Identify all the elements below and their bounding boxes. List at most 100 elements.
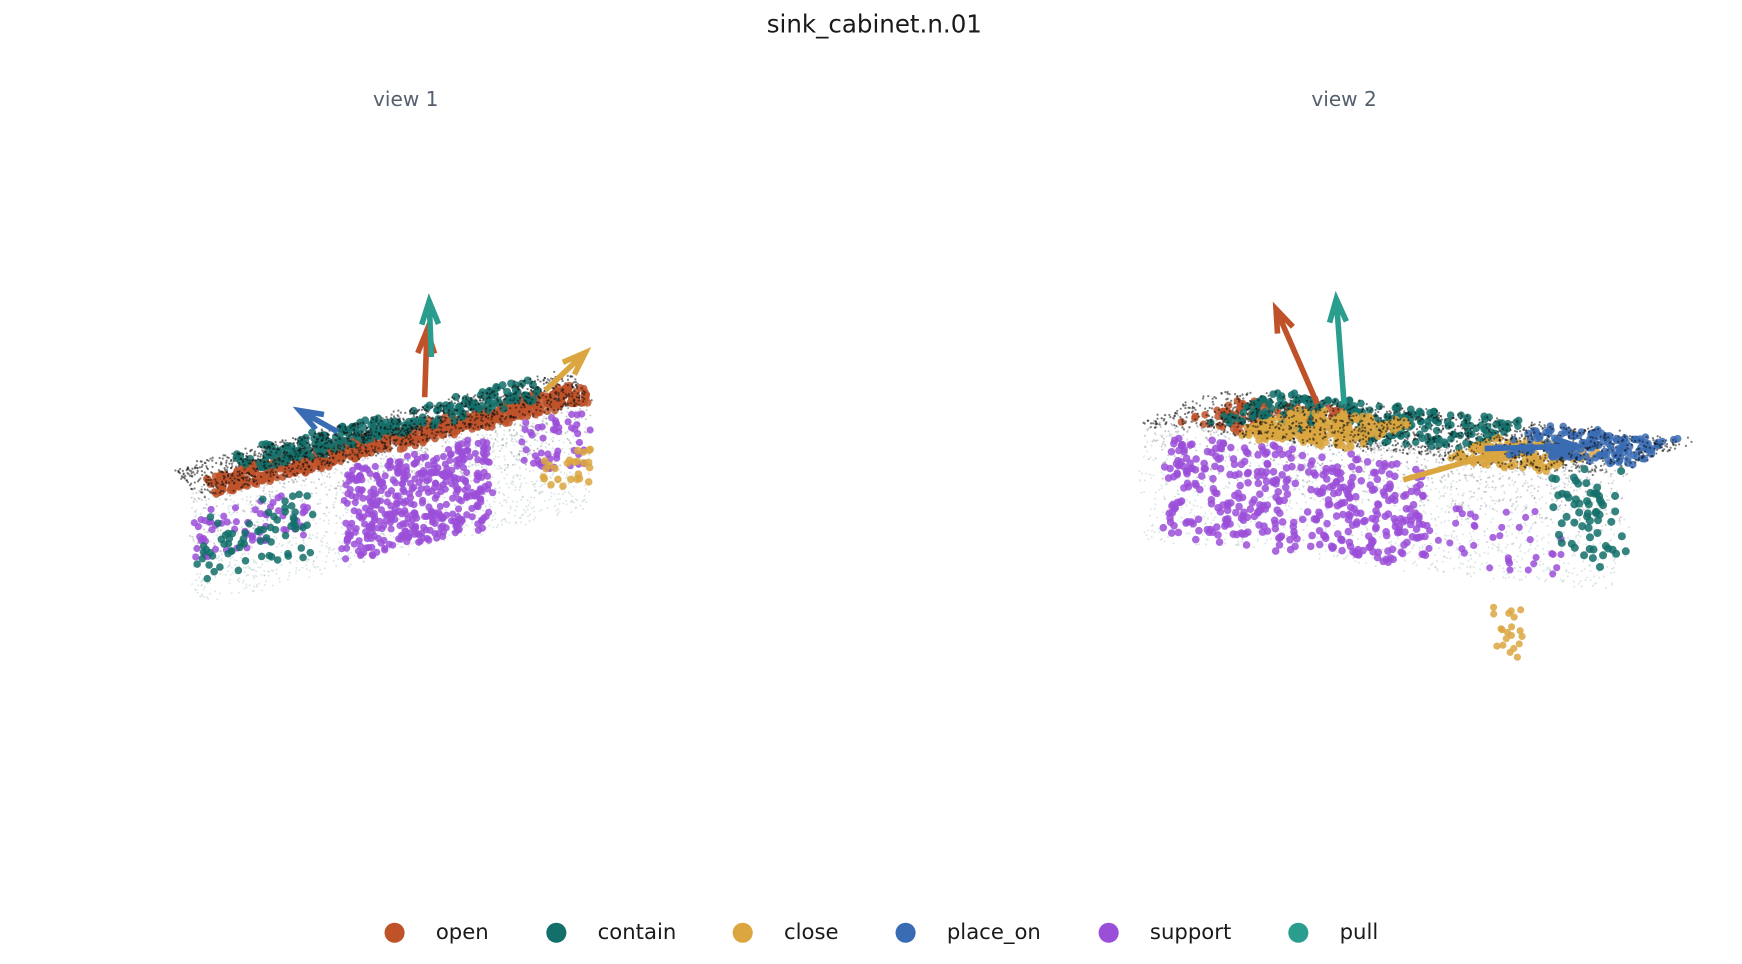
body-point (262, 519, 265, 522)
body-point (317, 478, 320, 481)
body-point (269, 497, 272, 500)
surface-point (399, 430, 402, 433)
body-point (316, 536, 319, 539)
surface-point (303, 447, 306, 450)
body-point (558, 498, 561, 501)
surface-point (430, 422, 433, 425)
affordance-point (306, 548, 315, 557)
body-point (295, 480, 298, 483)
surface-point (566, 384, 569, 387)
body-point (527, 425, 530, 428)
affordance-point (380, 522, 388, 530)
body-point (493, 458, 496, 461)
body-point (267, 500, 270, 503)
body-point (476, 433, 479, 436)
body-point (319, 568, 322, 571)
body-point (385, 455, 388, 458)
body-point (218, 559, 221, 562)
body-point (411, 469, 414, 472)
body-point (321, 537, 324, 540)
surface-point (573, 389, 576, 393)
surface-point (269, 474, 272, 478)
surface-point (344, 431, 348, 434)
body-point (493, 464, 496, 467)
surface-point (398, 420, 401, 423)
affordance-point (401, 506, 409, 515)
affordance-point (453, 526, 461, 534)
body-point (484, 464, 487, 467)
body-point (507, 511, 510, 514)
surface-point (416, 444, 419, 447)
affordance-point (495, 398, 504, 407)
body-point (515, 458, 518, 461)
surface-point (474, 423, 477, 426)
body-point (190, 496, 193, 499)
body-point (335, 514, 338, 517)
body-point (216, 529, 219, 532)
body-point (526, 508, 529, 511)
surface-point (370, 434, 373, 437)
surface-point (555, 392, 558, 396)
surface-point (532, 415, 535, 418)
surface-point (466, 393, 469, 396)
surface-point (320, 463, 323, 466)
body-point (490, 437, 493, 440)
body-point (250, 510, 253, 513)
body-point (304, 484, 307, 487)
surface-point (363, 441, 366, 445)
surface-point (384, 447, 387, 450)
surface-point (270, 450, 273, 453)
surface-point (323, 442, 327, 445)
body-point (393, 457, 396, 460)
body-point (573, 418, 576, 421)
affordance-point (534, 423, 542, 432)
surface-point (242, 452, 245, 456)
body-point (209, 540, 212, 543)
body-point (427, 500, 430, 503)
body-point (564, 477, 567, 480)
surface-point (433, 424, 437, 427)
body-point (309, 569, 312, 572)
surface-point (527, 392, 530, 395)
body-point (192, 492, 195, 495)
surface-point (402, 424, 405, 427)
surface-point (562, 391, 565, 394)
surface-point (266, 460, 270, 463)
body-point (471, 463, 474, 466)
body-point (501, 518, 504, 521)
body-point (319, 498, 322, 501)
body-point (326, 475, 329, 478)
surface-point (379, 425, 382, 429)
surface-point (450, 400, 453, 403)
body-point (295, 560, 298, 563)
affordance-point (193, 544, 201, 553)
surface-point (436, 411, 440, 414)
surface-point (226, 466, 229, 469)
surface-point (327, 447, 330, 450)
body-point (1530, 491, 1533, 494)
body-point (518, 458, 521, 461)
surface-point (192, 471, 195, 474)
surface-point (441, 421, 444, 424)
surface-point (385, 438, 388, 441)
body-point (551, 453, 554, 456)
body-point (530, 480, 533, 483)
body-point (560, 411, 563, 414)
body-point (214, 590, 217, 593)
surface-point (203, 488, 207, 491)
body-point (295, 542, 298, 545)
body-point (199, 595, 202, 598)
surface-point (304, 436, 307, 440)
surface-point (514, 406, 518, 409)
body-point (570, 511, 573, 514)
surface-point (368, 454, 371, 457)
affordance-point (350, 540, 358, 548)
body-point (429, 439, 432, 442)
body-point (297, 475, 300, 478)
surface-point (487, 423, 490, 426)
body-point (263, 583, 266, 586)
body-point (229, 498, 232, 501)
body-point (1561, 470, 1564, 473)
surface-point (253, 480, 256, 483)
body-point (465, 523, 468, 526)
